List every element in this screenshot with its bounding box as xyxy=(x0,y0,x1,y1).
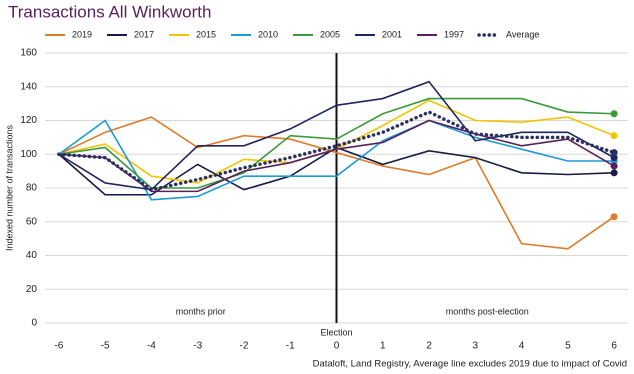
annotation: months post-election xyxy=(446,306,529,316)
series-line xyxy=(58,116,615,250)
series-line xyxy=(58,146,615,196)
y-tick-label: 0 xyxy=(31,318,37,329)
end-marker xyxy=(610,110,618,118)
y-tick-label: 80 xyxy=(26,183,38,194)
x-tick-label: 4 xyxy=(519,341,525,352)
x-tick-label: -4 xyxy=(147,341,156,352)
y-tick-label: 140 xyxy=(20,81,37,92)
series-line xyxy=(57,110,616,192)
x-tick-label: 6 xyxy=(611,341,617,352)
x-tick-label: 2 xyxy=(426,341,432,352)
legend-label: 2005 xyxy=(320,29,340,39)
legend-label: 2015 xyxy=(196,29,216,39)
series-line xyxy=(58,119,615,193)
source-note: Dataloft, Land Registry, Average line ex… xyxy=(313,359,627,370)
x-tick-label: -5 xyxy=(101,341,110,352)
annotation: months prior xyxy=(176,306,226,316)
end-marker xyxy=(610,213,618,221)
end-marker xyxy=(610,132,618,140)
end-marker xyxy=(610,154,618,162)
end-marker xyxy=(610,162,618,170)
annotation: Election xyxy=(320,327,352,337)
y-axis-label: Indexed number of transactions xyxy=(4,124,14,251)
end-marker xyxy=(610,169,618,177)
chart-title: Transactions All Winkworth xyxy=(8,2,211,21)
x-tick-label: -1 xyxy=(286,341,295,352)
legend-label: Average xyxy=(506,29,539,39)
y-tick-label: 20 xyxy=(26,284,38,295)
y-tick-label: 100 xyxy=(20,149,37,160)
legend-label: 2017 xyxy=(134,29,154,39)
x-tick-label: 0 xyxy=(334,341,340,352)
end-marker xyxy=(610,149,618,157)
x-tick-label: 1 xyxy=(380,341,386,352)
y-tick-label: 120 xyxy=(20,115,37,126)
x-tick-label: 5 xyxy=(565,341,571,352)
x-tick-label: -3 xyxy=(193,341,202,352)
series-line xyxy=(58,119,615,201)
x-tick-label: 3 xyxy=(473,341,479,352)
y-tick-label: 160 xyxy=(20,48,37,59)
y-tick-label: 40 xyxy=(26,250,38,261)
legend-label: 2010 xyxy=(258,29,278,39)
legend-label: 1997 xyxy=(444,29,464,39)
legend-label: 2001 xyxy=(382,29,402,39)
x-tick-label: -6 xyxy=(54,341,63,352)
legend-label: 2019 xyxy=(72,29,92,39)
x-tick-label: -2 xyxy=(240,341,249,352)
y-tick-label: 60 xyxy=(26,216,38,227)
